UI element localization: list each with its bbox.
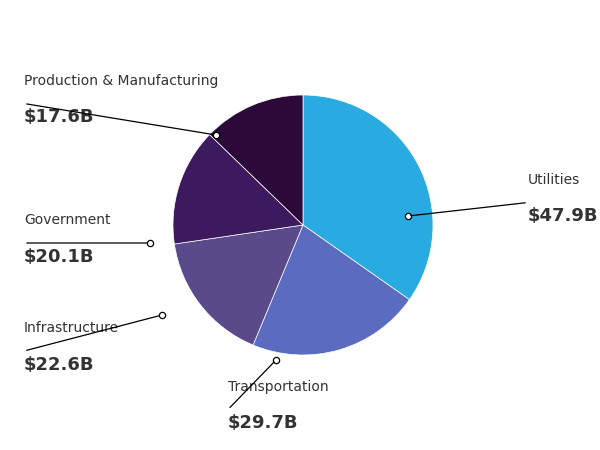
- Text: $22.6B: $22.6B: [24, 356, 95, 373]
- Wedge shape: [173, 135, 303, 244]
- Text: Transportation: Transportation: [228, 380, 329, 394]
- Text: $20.1B: $20.1B: [24, 248, 95, 266]
- Text: Infrastructure: Infrastructure: [24, 321, 119, 335]
- Wedge shape: [303, 95, 433, 300]
- Wedge shape: [253, 225, 409, 355]
- Wedge shape: [175, 225, 303, 345]
- Text: Government: Government: [24, 213, 110, 227]
- Text: $47.9B: $47.9B: [528, 207, 599, 225]
- Text: Utilities: Utilities: [528, 173, 580, 187]
- Wedge shape: [209, 95, 303, 225]
- Text: Production & Manufacturing: Production & Manufacturing: [24, 74, 218, 88]
- Text: $17.6B: $17.6B: [24, 108, 95, 126]
- Text: $29.7B: $29.7B: [228, 414, 299, 432]
